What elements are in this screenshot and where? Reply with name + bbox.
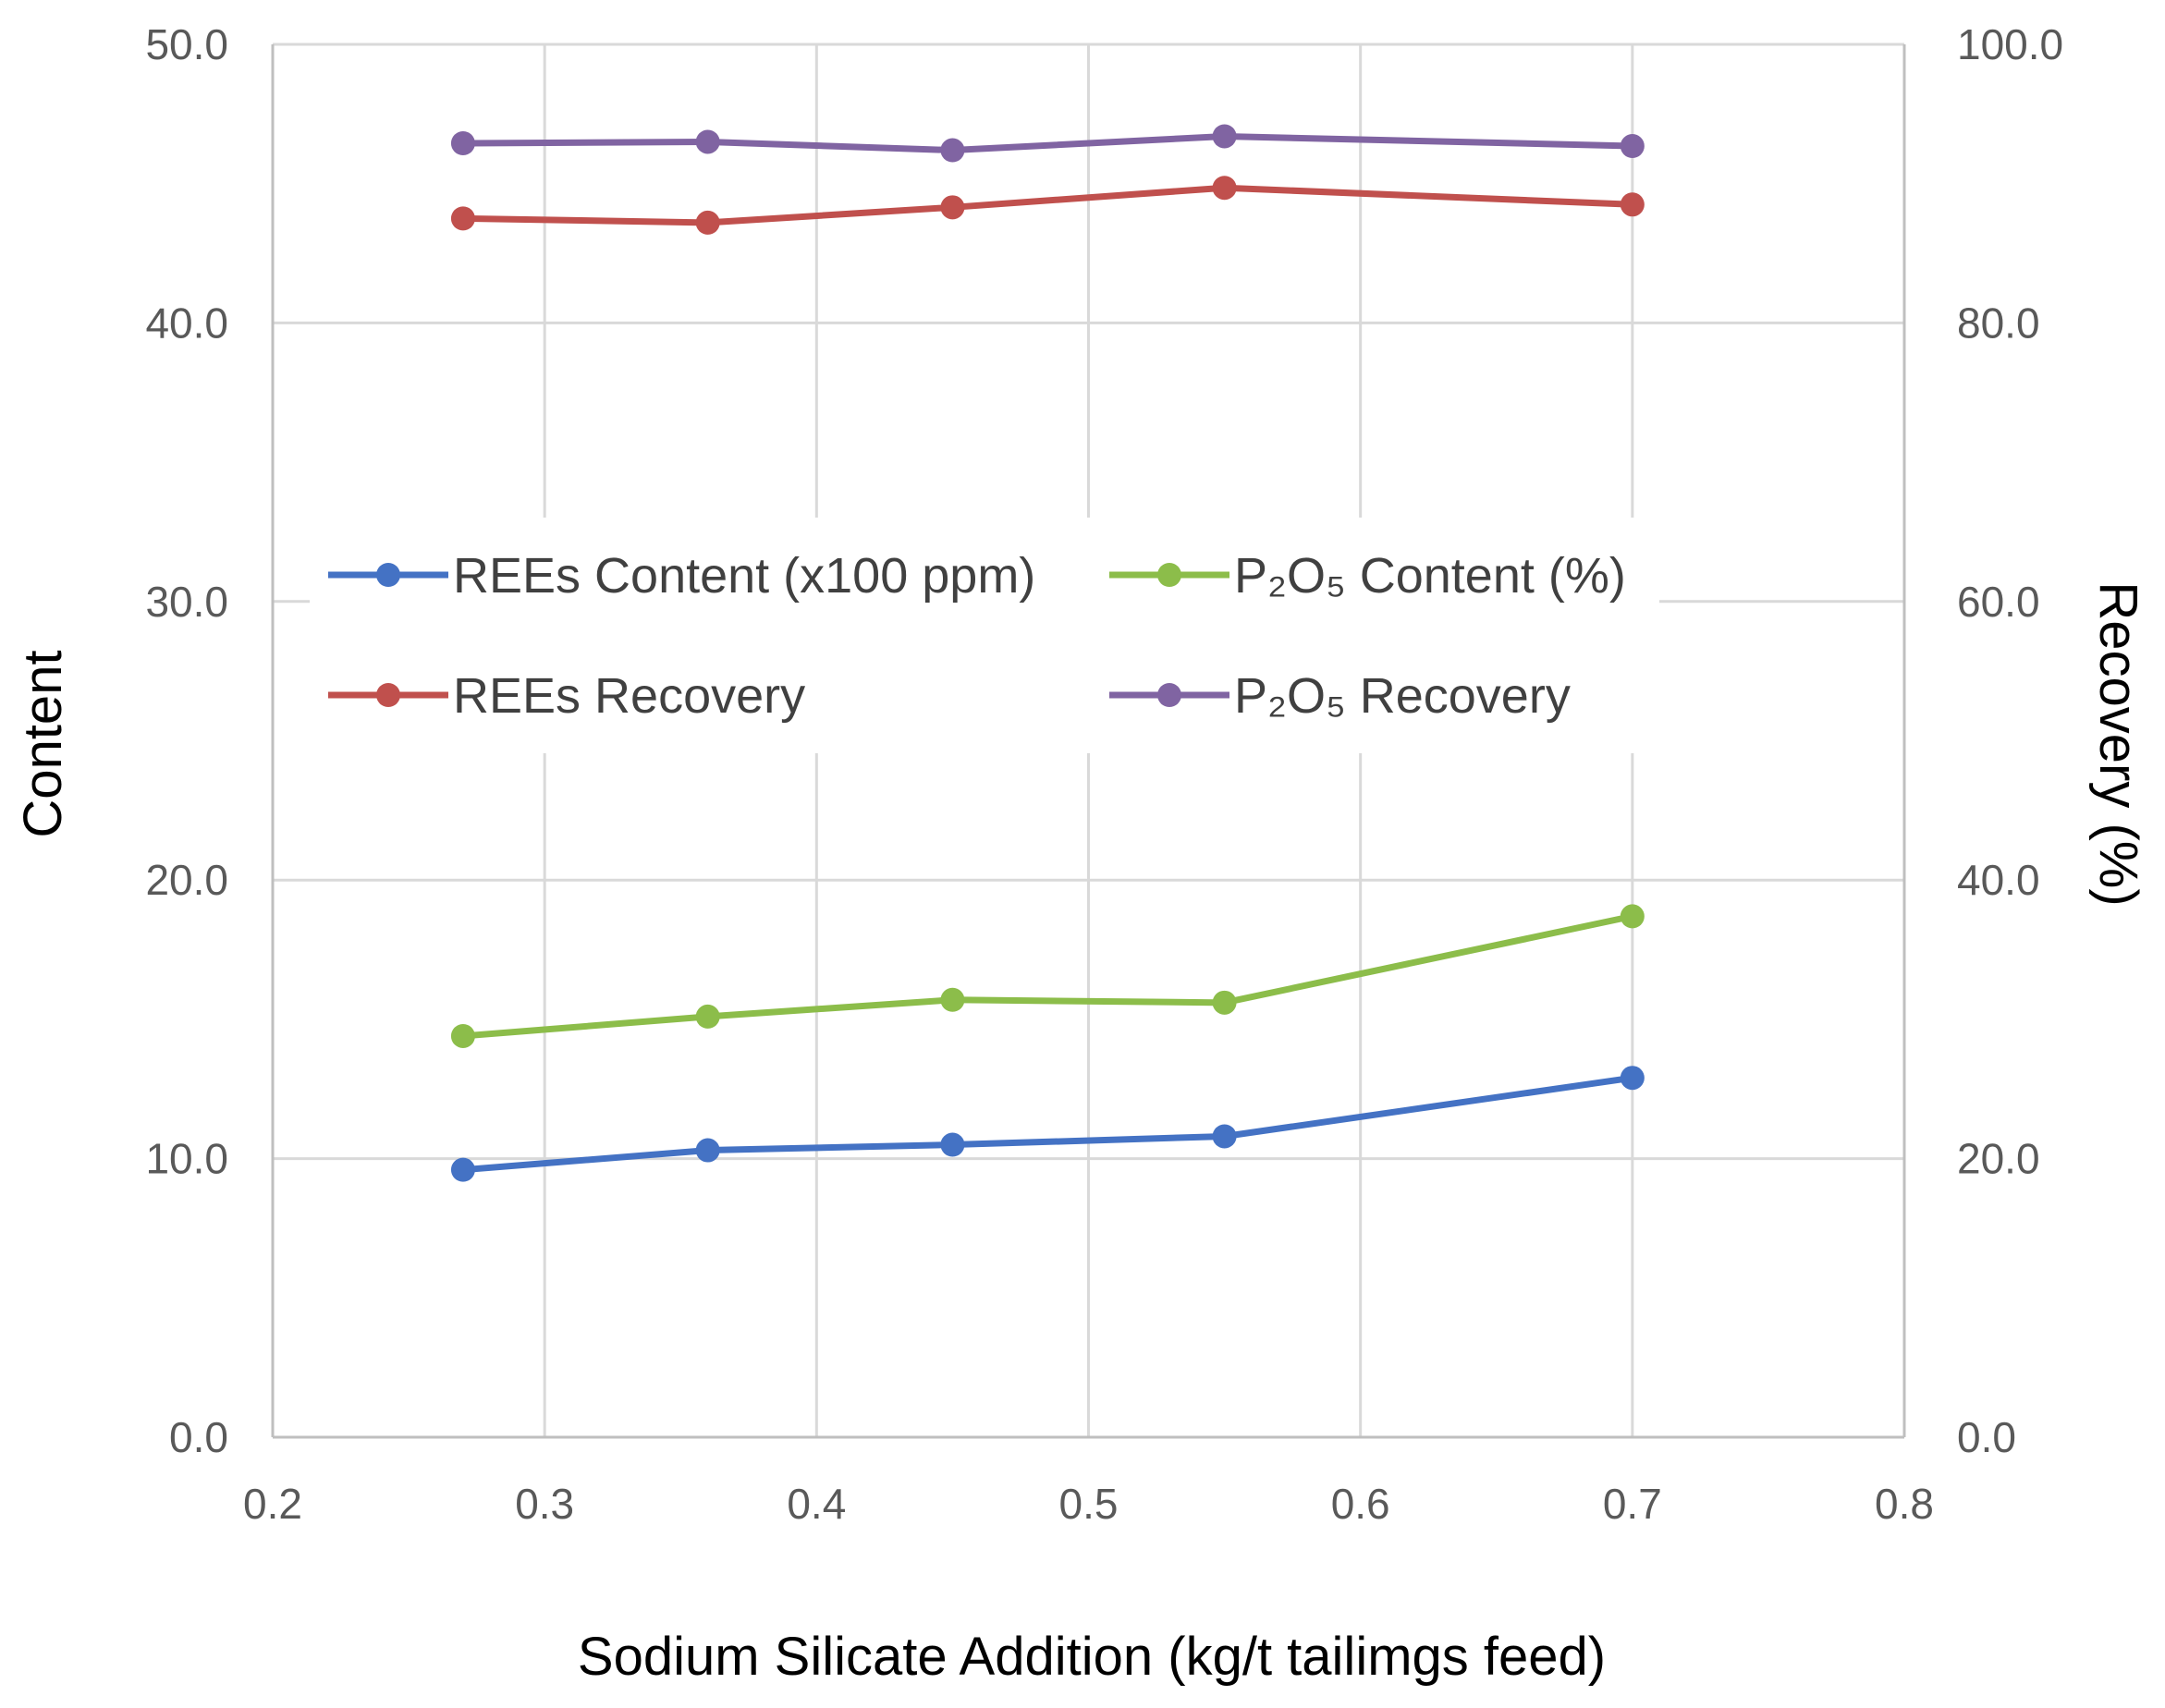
y-tick-label: 0.0: [169, 1413, 228, 1461]
x-tick-label: 0.6: [1331, 1480, 1390, 1528]
data-point: [1212, 990, 1237, 1015]
legend-marker: [1157, 563, 1181, 587]
data-point: [695, 210, 720, 235]
data-point: [940, 138, 965, 163]
data-point: [1620, 192, 1645, 217]
data-point: [450, 1023, 475, 1048]
x-tick-label: 0.7: [1603, 1480, 1662, 1528]
legend-background: [310, 518, 1659, 753]
data-point: [1212, 1124, 1237, 1149]
y2-tick-label: 100.0: [1957, 20, 2063, 68]
data-point: [1620, 1066, 1645, 1091]
series-line-2: [462, 912, 1633, 1040]
series-line-4: [462, 132, 1633, 154]
legend-label: P₂O₅ Recovery: [1234, 668, 1571, 724]
data-point: [940, 987, 965, 1012]
x-tick-label: 0.5: [1059, 1480, 1119, 1528]
y2-tick-label: 80.0: [1957, 299, 2040, 347]
axis-titles: Sodium Silicate Addition (kg/t tailimgs …: [13, 581, 2148, 1687]
y2-tick-label: 20.0: [1957, 1135, 2040, 1183]
legend-label: REEs Content (x100 ppm): [453, 548, 1035, 604]
y-tick-label: 10.0: [145, 1135, 228, 1183]
data-point: [940, 1132, 965, 1157]
legend-label: P₂O₅ Content (%): [1234, 548, 1626, 604]
data-point: [695, 129, 720, 154]
y2-tick-label: 60.0: [1957, 578, 2040, 626]
data-point: [450, 206, 475, 231]
data-point: [695, 1004, 720, 1029]
data-point: [450, 1157, 475, 1182]
x-tick-label: 0.8: [1875, 1480, 1934, 1528]
series-line-3: [462, 184, 1633, 226]
data-point: [1212, 124, 1237, 149]
x-tick-label: 0.2: [243, 1480, 302, 1528]
series-layer: [450, 124, 1645, 1182]
legend: REEs Content (x100 ppm) P₂O₅ Content (%) R…: [310, 518, 1659, 753]
x-tick-label: 0.3: [515, 1480, 574, 1528]
y-tick-label: 30.0: [145, 578, 228, 626]
data-point: [1620, 134, 1645, 159]
x-axis-title: Sodium Silicate Addition (kg/t tailimgs …: [578, 1627, 1606, 1687]
y2-tick-label: 0.0: [1957, 1413, 2016, 1461]
data-point: [1212, 176, 1237, 201]
data-point: [450, 130, 475, 155]
y2-tick-label: 40.0: [1957, 856, 2040, 904]
y-axis-title: Content: [13, 650, 73, 837]
y-tick-label: 20.0: [145, 856, 228, 904]
y-tick-label: 40.0: [145, 299, 228, 347]
legend-label: REEs Recovery: [453, 668, 805, 724]
legend-marker: [376, 683, 400, 707]
legend-marker: [1157, 683, 1181, 707]
series-line-1: [462, 1074, 1633, 1174]
data-point: [940, 195, 965, 220]
data-point: [695, 1138, 720, 1163]
y-tick-label: 50.0: [145, 20, 228, 68]
axes: 0.0 10.0 20.0 30.0 40.0 50.0 0.0 20.0 40.0 60.0 80…: [145, 20, 2063, 1528]
data-point: [1620, 904, 1645, 929]
y2-axis-title: Recovery (%): [2088, 581, 2148, 906]
x-tick-label: 0.4: [787, 1480, 846, 1528]
legend-marker: [376, 563, 400, 587]
